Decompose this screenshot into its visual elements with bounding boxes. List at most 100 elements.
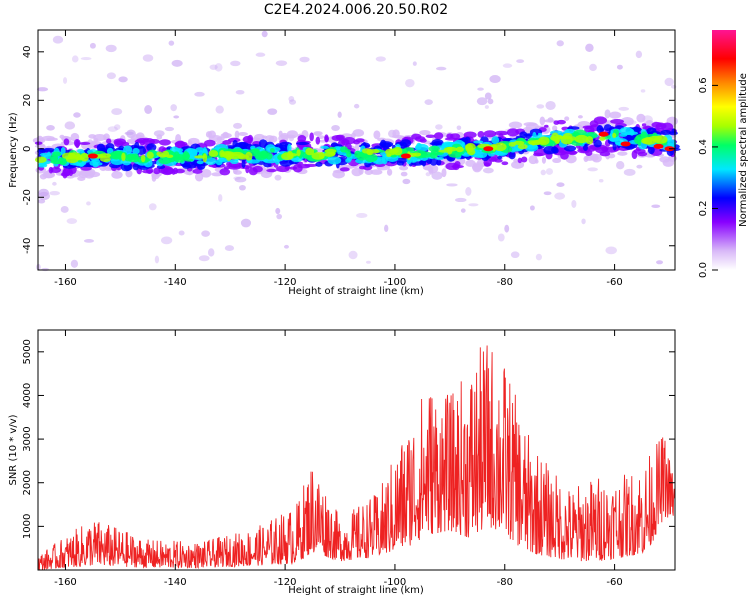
heatmap-cell <box>610 119 624 124</box>
heatmap-cell <box>60 206 69 213</box>
heatmap-cell <box>351 167 363 177</box>
heatmap-cell <box>288 153 298 157</box>
heatmap-cell <box>569 136 576 141</box>
heatmap-cell <box>288 96 295 102</box>
heatmap-cell <box>146 143 157 152</box>
heatmap-cell <box>65 155 79 164</box>
spectrogram-heatmap <box>32 30 681 272</box>
heatmap-cell <box>71 55 79 63</box>
heatmap-cell <box>656 260 664 265</box>
heatmap-cell <box>208 150 219 157</box>
heatmap-cell <box>568 150 578 156</box>
heatmap-cell <box>412 61 417 66</box>
spectrogram-x-tick-label: -80 <box>497 277 513 288</box>
heatmap-cell <box>52 181 57 186</box>
heatmap-cell <box>311 152 325 160</box>
heatmap-cell <box>283 244 289 249</box>
heatmap-cell <box>296 141 310 146</box>
spectrogram-panel: -160 -140 -120 -100 -80 -60 -40 -20 0 20 40 Height… <box>8 29 681 297</box>
heatmap-cell <box>373 130 381 140</box>
heatmap-cell <box>405 78 415 88</box>
heatmap-cell <box>211 172 223 177</box>
heatmap-cell <box>510 251 520 259</box>
heatmap-cell <box>543 119 556 123</box>
snr-y-tick-label: 5000 <box>22 339 33 364</box>
heatmap-cell <box>599 151 611 157</box>
heatmap-cell <box>234 176 247 183</box>
heatmap-cell <box>315 161 323 167</box>
heatmap-cell <box>240 218 252 228</box>
heatmap-cell <box>593 116 608 125</box>
heatmap-cell <box>552 147 559 154</box>
heatmap-cell <box>540 169 546 176</box>
heatmap-cell <box>118 76 128 83</box>
heatmap-cell <box>388 148 399 154</box>
heatmap-cell <box>219 168 231 176</box>
heatmap-cell <box>386 153 392 157</box>
heatmap-cell <box>154 255 160 264</box>
heatmap-cell <box>599 127 605 132</box>
heatmap-cell <box>483 130 497 138</box>
heatmap-cell <box>612 132 617 139</box>
heatmap-cell <box>361 148 371 154</box>
heatmap-cell <box>166 154 174 158</box>
heatmap-cell <box>354 143 360 152</box>
heatmap-cell <box>460 208 466 213</box>
heatmap-cell <box>339 167 350 172</box>
heatmap-cell <box>477 131 485 138</box>
heatmap-cell <box>107 126 118 132</box>
heatmap-cell <box>531 139 541 144</box>
heatmap-cell <box>641 138 648 144</box>
heatmap-cell <box>263 162 272 168</box>
heatmap-cell <box>241 159 246 169</box>
heatmap-cell <box>670 84 677 89</box>
heatmap-cell <box>517 144 528 150</box>
heatmap-cell <box>534 159 539 164</box>
heatmap-cell <box>552 125 558 131</box>
heatmap-cell <box>446 133 454 139</box>
heatmap-cell <box>198 255 210 262</box>
heatmap-cell <box>425 172 431 177</box>
heatmap-cell <box>235 89 245 95</box>
heatmap-cell <box>554 192 566 200</box>
heatmap-cell <box>158 156 172 165</box>
snr-x-axis-label: Height of straight line (km) <box>288 585 424 596</box>
spectrogram-frame <box>37 29 676 271</box>
heatmap-cell <box>60 172 70 177</box>
heatmap-cell <box>497 233 505 242</box>
snr-y-axis-label: SNR (10 * v/v) <box>8 414 19 485</box>
heatmap-cell <box>160 236 173 245</box>
heatmap-cell <box>465 143 476 151</box>
heatmap-cell <box>418 151 432 158</box>
heatmap-cell <box>350 132 356 139</box>
heatmap-cell <box>80 152 89 162</box>
heatmap-cell <box>148 203 157 211</box>
heatmap-cell <box>151 174 157 182</box>
heatmap-cell <box>52 151 61 157</box>
colorbar-tick-label: 0.0 <box>698 262 709 278</box>
heatmap-cell <box>661 122 674 132</box>
heatmap-cell <box>38 148 44 153</box>
heatmap-cell <box>616 160 625 170</box>
heatmap-cell <box>203 139 216 147</box>
heatmap-cell <box>64 121 76 130</box>
colorbar: 0.0 0.2 0.4 0.6 Normalized spectral amplitu… <box>698 30 749 278</box>
heatmap-cell <box>344 149 351 154</box>
snr-y-tick-label: 2000 <box>22 470 33 495</box>
heatmap-cell <box>140 154 146 163</box>
heatmap-cell <box>196 160 204 165</box>
heatmap-cell <box>289 99 297 105</box>
heatmap-cell <box>653 143 664 149</box>
heatmap-cell <box>352 139 361 145</box>
heatmap-cell <box>370 169 383 175</box>
heatmap-cell <box>38 191 50 201</box>
heatmap-cell <box>237 132 248 136</box>
heatmap-cell <box>125 170 133 178</box>
colorbar-tick-label: 0.6 <box>698 77 709 93</box>
heatmap-cell <box>224 245 235 252</box>
heatmap-cell <box>34 141 43 145</box>
snr-ticks: -160 -140 -120 -100 -80 -60 1000 2000 3000 4000 50… <box>22 330 675 588</box>
heatmap-cell <box>121 152 126 162</box>
heatmap-cell <box>178 230 185 236</box>
heatmap-cell <box>589 63 597 72</box>
